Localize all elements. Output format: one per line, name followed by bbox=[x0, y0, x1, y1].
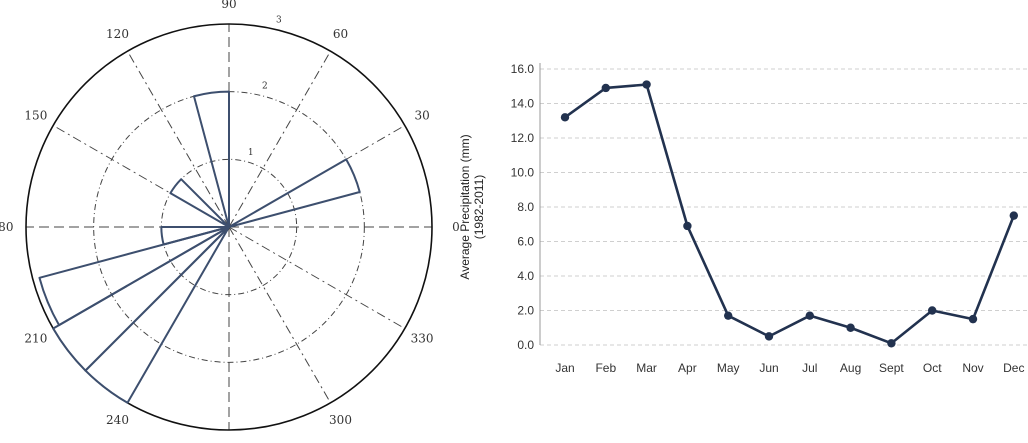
angle-tick-label: 210 bbox=[24, 332, 47, 346]
x-tick-label: Nov bbox=[962, 361, 983, 375]
data-point bbox=[1009, 211, 1018, 220]
spoke-line bbox=[228, 226, 331, 404]
y-tick-label: 12.0 bbox=[511, 131, 535, 145]
rose-bar bbox=[169, 178, 230, 228]
precipitation-line-chart: 0.0 2.0 4.0 6.0 8.0 10.0 12.0 14.0 16.0 Average P… bbox=[445, 0, 1028, 439]
y-tick-label: 0.0 bbox=[517, 338, 534, 352]
y-axis-title: Average Precipitation (mm) (1982-2011) bbox=[458, 134, 486, 279]
spoke-line bbox=[228, 50, 331, 228]
data-point bbox=[805, 311, 814, 320]
x-tick-label: Sept bbox=[879, 361, 904, 375]
x-tick-label: Jan bbox=[555, 361, 574, 375]
angle-tick-label: 120 bbox=[106, 27, 129, 41]
y-tick-label: 8.0 bbox=[517, 200, 534, 214]
rose-bar bbox=[192, 90, 230, 228]
x-tick-label: Jun bbox=[759, 361, 778, 375]
angle-tick-label: 180 bbox=[0, 220, 13, 234]
data-point bbox=[968, 314, 978, 324]
x-tick-label: Dec bbox=[1003, 361, 1024, 375]
y-tick-label: 2.0 bbox=[517, 304, 534, 318]
data-point bbox=[683, 221, 692, 231]
angle-tick-label: 60 bbox=[333, 27, 348, 41]
rose-bar bbox=[84, 226, 230, 404]
polar-rose-chart: 0306090120150180210240270300330123 bbox=[0, 0, 460, 439]
x-tick-label: May bbox=[717, 361, 740, 375]
x-tick-label: Aug bbox=[840, 361, 861, 375]
data-point bbox=[764, 332, 774, 341]
angle-tick-label: 240 bbox=[106, 413, 129, 427]
data-point bbox=[560, 113, 570, 122]
data-point bbox=[928, 306, 937, 315]
radial-tick-label: 2 bbox=[262, 82, 268, 92]
angle-tick-label: 90 bbox=[221, 0, 236, 11]
y-tick-label: 10.0 bbox=[511, 166, 535, 180]
rose-bar bbox=[228, 158, 361, 228]
y-axis-label-sub: (1982-2011) bbox=[472, 175, 486, 240]
y-tick-label: 14.0 bbox=[511, 97, 535, 111]
data-point bbox=[724, 311, 733, 320]
outer-circle bbox=[25, 23, 433, 431]
x-tick-label: Feb bbox=[595, 361, 616, 375]
spoke-line bbox=[127, 50, 230, 228]
angle-tick-label: 30 bbox=[414, 109, 429, 123]
angle-tick-label: 0 bbox=[452, 220, 460, 234]
data-point bbox=[601, 83, 610, 93]
angle-tick-label: 330 bbox=[411, 332, 434, 346]
angle-tick-label: 300 bbox=[329, 413, 352, 427]
angle-tick-label: 150 bbox=[24, 109, 47, 123]
y-tick-label: 6.0 bbox=[517, 235, 534, 249]
radial-tick-label: 1 bbox=[248, 148, 254, 158]
x-tick-label: Oct bbox=[923, 361, 942, 375]
data-point bbox=[846, 323, 855, 332]
rose-bar bbox=[52, 226, 230, 372]
y-tick-label: 4.0 bbox=[517, 269, 534, 283]
y-tick-label: 16.0 bbox=[511, 62, 535, 76]
x-tick-label: Jul bbox=[802, 361, 817, 375]
radial-tick-label: 3 bbox=[276, 16, 282, 26]
data-point bbox=[887, 339, 896, 348]
y-axis-label: Average Precipitation (mm) bbox=[458, 134, 472, 279]
x-tick-label: Apr bbox=[678, 361, 697, 375]
spoke-line bbox=[228, 226, 406, 329]
x-tick-label: Mar bbox=[636, 361, 657, 375]
data-point bbox=[642, 80, 651, 89]
series-line bbox=[564, 83, 1016, 345]
